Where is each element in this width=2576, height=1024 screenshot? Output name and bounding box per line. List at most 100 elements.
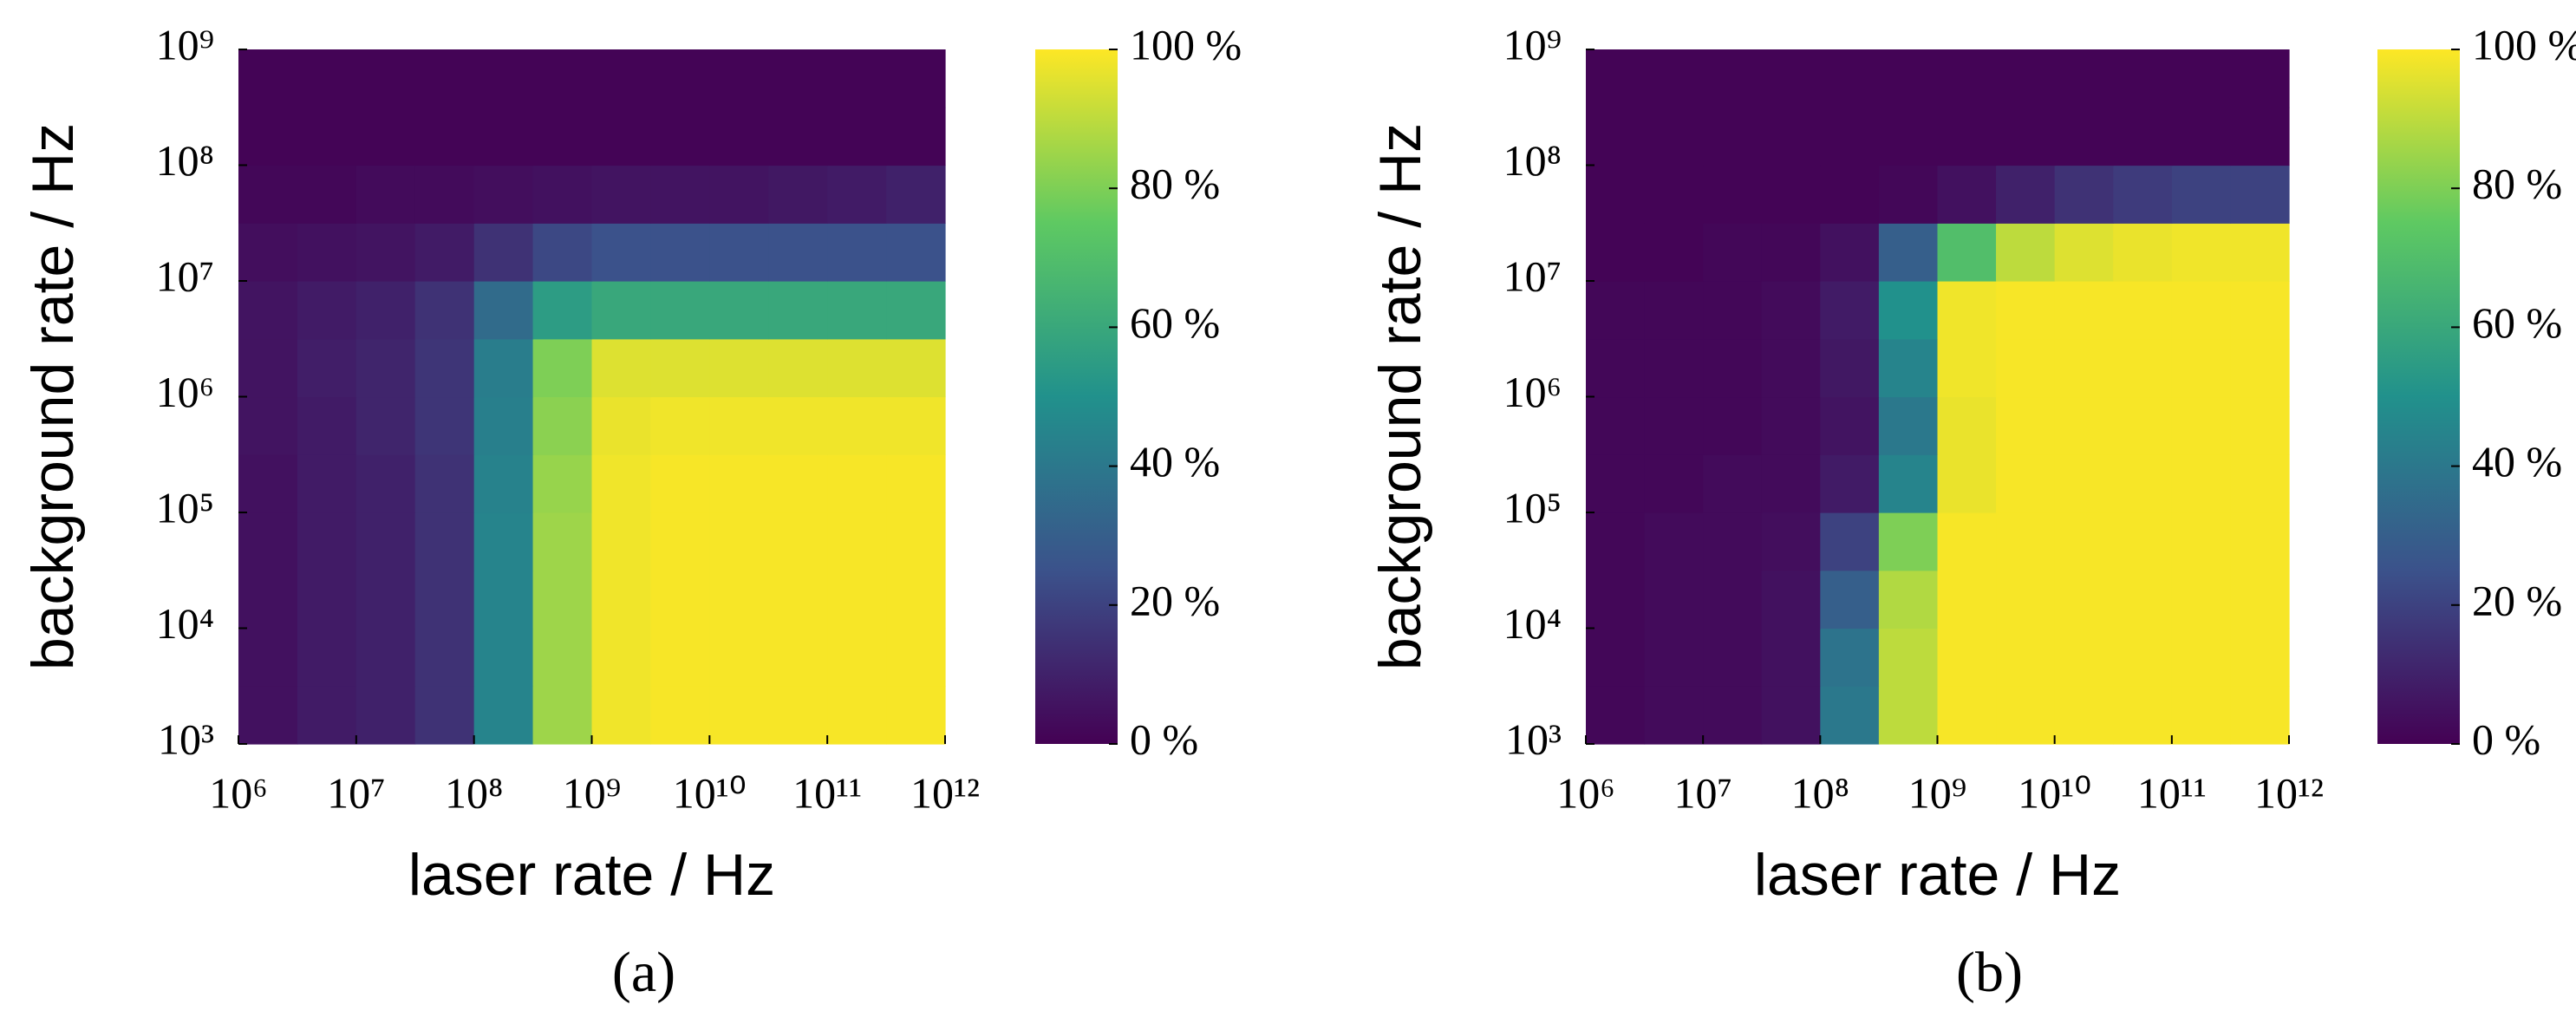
heatmap-cell: [1878, 570, 1939, 629]
heatmap-cell: [297, 281, 357, 340]
heatmap-cell: [2054, 628, 2114, 687]
heatmap-cell: [2113, 570, 2173, 629]
heatmap-cell: [827, 165, 887, 224]
heatmap-cell: [1586, 49, 1646, 108]
heatmap-cell: [355, 49, 416, 108]
heatmap-cell: [1937, 281, 1997, 340]
heatmap-cell: [355, 512, 416, 571]
heatmap-cell: [297, 165, 357, 224]
heatmap-cell: [414, 107, 475, 166]
heatmap-cell: [1761, 512, 1821, 571]
heatmap-cell: [1996, 281, 2056, 340]
heatmap-cell: [1937, 628, 1997, 687]
heatmap-cell: [650, 107, 710, 166]
heatmap-cell: [768, 512, 828, 571]
heatmap-cell: [1586, 107, 1646, 166]
y-tick-label: 10³: [158, 714, 214, 763]
heatmap-cell: [1761, 570, 1821, 629]
heatmap-cell: [2230, 570, 2290, 629]
heatmap-cell: [1644, 49, 1704, 108]
panel-label: (a): [612, 941, 675, 1004]
heatmap-cell: [238, 338, 298, 398]
y-tick-label: 10⁷: [156, 251, 214, 300]
heatmap-cell: [1703, 454, 1763, 513]
y-tick-label: 10⁸: [1503, 136, 1562, 185]
heatmap-cell: [2054, 49, 2114, 108]
heatmap-cell: [1820, 338, 1880, 398]
heatmap-cell: [591, 454, 651, 513]
colorbar: [1035, 49, 1118, 744]
heatmap-cell: [1586, 512, 1646, 571]
heatmap-cell: [1644, 338, 1704, 398]
heatmap-cell: [591, 512, 651, 571]
heatmap-cell: [650, 570, 710, 629]
heatmap-cell: [827, 396, 887, 455]
heatmap-cell: [414, 396, 475, 455]
heatmap-cell: [1996, 396, 2056, 455]
heatmap-cell: [1586, 570, 1646, 629]
heatmap-cell: [709, 686, 769, 745]
heatmap-cell: [1937, 454, 1997, 513]
heatmap-cell: [355, 223, 416, 282]
heatmap-cell: [1703, 223, 1763, 282]
heatmap-cell: [238, 512, 298, 571]
x-tick-label: 10⁹: [1908, 768, 1966, 817]
heatmap-cell: [827, 223, 887, 282]
heatmap-cell: [1820, 281, 1880, 340]
heatmap-cell: [827, 512, 887, 571]
heatmap-cell: [591, 107, 651, 166]
x-axis-label: laser rate / Hz: [408, 842, 775, 908]
heatmap-cell: [414, 281, 475, 340]
heatmap-cell: [1761, 107, 1821, 166]
heatmap-cell: [886, 49, 946, 108]
heatmap-cell: [1878, 281, 1939, 340]
heatmap-cell: [650, 165, 710, 224]
heatmap-cell: [297, 223, 357, 282]
x-tick-label: 10⁹: [563, 768, 621, 817]
y-tick-label: 10⁹: [1503, 20, 1562, 68]
heatmap-cell: [414, 570, 475, 629]
heatmap-cell: [532, 338, 593, 398]
y-tick-label: 10³: [1505, 714, 1562, 763]
heatmap-cell: [768, 454, 828, 513]
heatmap-cell: [532, 686, 593, 745]
heatmap-cell: [238, 454, 298, 513]
heatmap-cell: [1586, 686, 1646, 745]
y-tick-label: 10⁶: [1503, 368, 1562, 416]
heatmap-cell: [238, 686, 298, 745]
heatmap-cell: [827, 281, 887, 340]
heatmap-cell: [2113, 512, 2173, 571]
heatmap-cell: [1937, 686, 1997, 745]
heatmap-cell: [238, 628, 298, 687]
heatmap-cell: [1761, 281, 1821, 340]
heatmap-cell: [1878, 165, 1939, 224]
heatmap-cell: [2171, 223, 2231, 282]
heatmap-cell: [768, 686, 828, 745]
heatmap-cell: [2230, 396, 2290, 455]
heatmap-cell: [1644, 628, 1704, 687]
heatmap-cell: [1996, 223, 2056, 282]
x-tick-label: 10⁸: [445, 768, 503, 817]
heatmap-cell: [473, 512, 534, 571]
heatmap-cell: [2171, 628, 2231, 687]
heatmap-cell: [1996, 512, 2056, 571]
heatmap-cell: [591, 628, 651, 687]
heatmap-cell: [1937, 512, 1997, 571]
heatmap-cell: [1996, 570, 2056, 629]
heatmap-cell: [886, 281, 946, 340]
colorbar: [2377, 49, 2460, 744]
colorbar-tick-label: 0 %: [1130, 714, 1198, 763]
heatmap-cell: [650, 396, 710, 455]
heatmap-cell: [709, 165, 769, 224]
heatmap-cell: [238, 49, 298, 108]
heatmap-cell: [1644, 570, 1704, 629]
heatmap-cell: [650, 454, 710, 513]
x-tick-label: 10¹¹: [792, 768, 862, 817]
heatmap-cell: [355, 338, 416, 398]
heatmap-cell: [709, 512, 769, 571]
colorbar-tick-label: 60 %: [1130, 298, 1220, 347]
heatmap-cell: [1820, 512, 1880, 571]
heatmap-cell: [2113, 454, 2173, 513]
heatmap-cell: [1586, 454, 1646, 513]
heatmap-cell: [1878, 396, 1939, 455]
